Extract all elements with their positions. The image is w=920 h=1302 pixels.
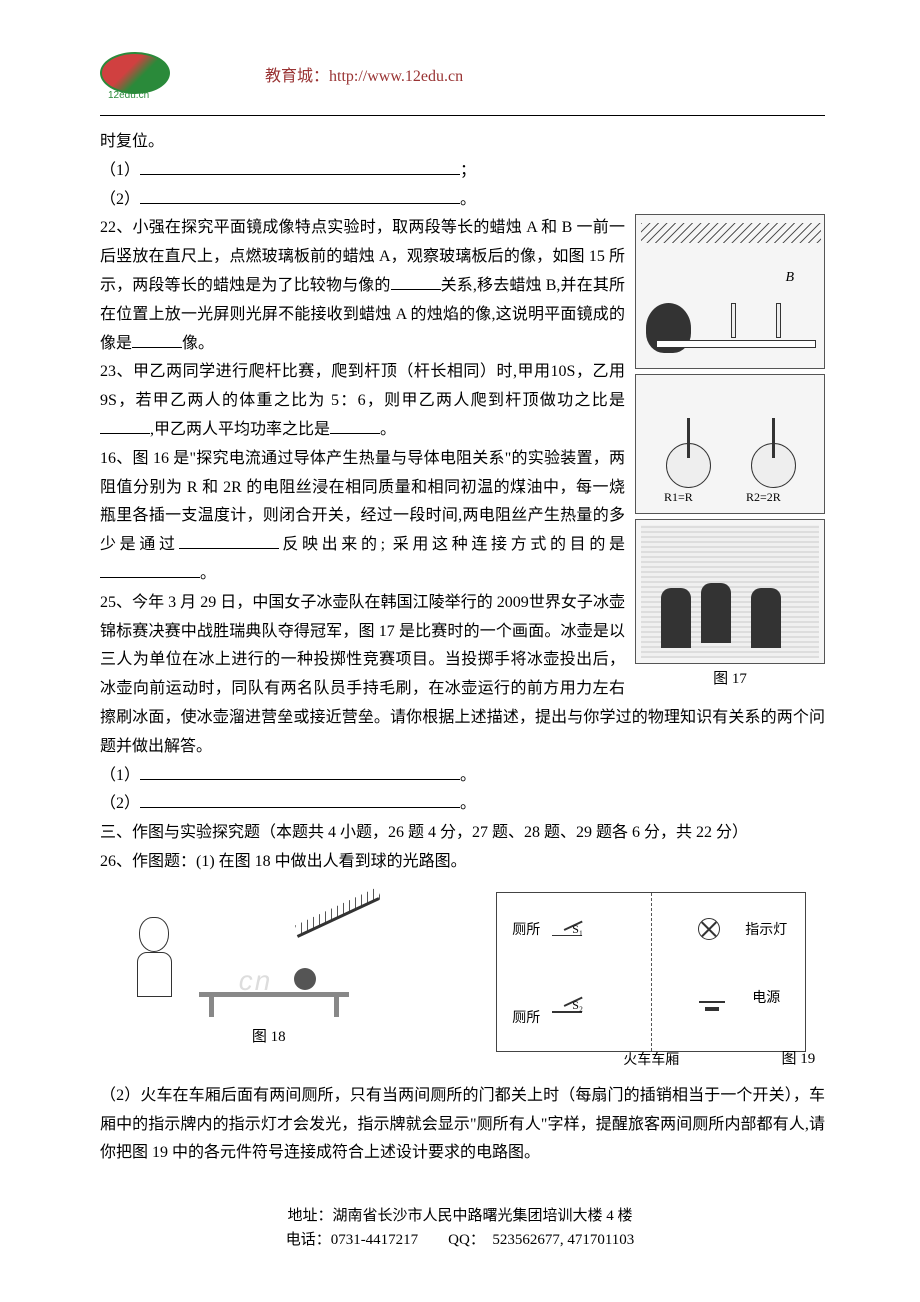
q16-blank1 <box>179 533 279 549</box>
figure-18-container: cn 图 18 <box>119 892 419 1051</box>
q23-blank1 <box>100 418 150 434</box>
figure-19-container: 厕所 S₁ 厕所 S₂ 指示灯 电源 火车车厢 <box>496 892 806 1052</box>
figure-16: R1=R R2=2R <box>635 374 825 514</box>
link-url: http://www.12edu.cn <box>329 68 463 85</box>
link-prefix: 教育城： <box>265 68 329 85</box>
blank-row-1: （1） ； <box>100 157 825 186</box>
footer-address: 地址：湖南省长沙市人民中路曙光集团培训大楼 4 楼 <box>0 1204 920 1228</box>
q22-blank2 <box>132 332 182 348</box>
fig18-watermark: cn <box>239 956 273 1006</box>
header-link[interactable]: 教育城：http://www.12edu.cn <box>265 63 463 92</box>
q22-blank1 <box>391 274 441 290</box>
fig18-caption: 图 18 <box>119 1024 419 1051</box>
figure-15: B <box>635 214 825 369</box>
fig19-battery-symbol <box>699 1001 725 1011</box>
figure-stack-right: B R1=R R2=2R 图 17 <box>635 214 825 693</box>
q25-blank1-label: （1） <box>100 767 140 784</box>
figure-19: 厕所 S₁ 厕所 S₂ 指示灯 电源 火车车厢 <box>496 892 806 1052</box>
section3-heading: 三、作图与实验探究题（本题共 4 小题，26 题 4 分，27 题、28 题、2… <box>100 819 825 848</box>
fig19-toilet1: 厕所 <box>512 918 540 943</box>
q25-blank-row-1: （1） 。 <box>100 762 825 791</box>
figure-18: cn <box>119 892 419 1022</box>
fig19-caption: 图 19 <box>781 1046 815 1073</box>
document-body: 时复位。 （1）； （2）。 B R1=R R2=2R 图 17 22、小强在探… <box>100 128 825 1168</box>
fig19-s1-label: S₁ <box>572 919 583 941</box>
fig16-r1: R1=R <box>664 487 693 509</box>
page-header: 12edu.cn 教育城：http://www.12edu.cn <box>100 50 825 105</box>
logo-text: 12edu.cn <box>108 87 149 105</box>
blank-row-2: （2） 。 <box>100 186 825 215</box>
page-footer: 地址：湖南省长沙市人民中路曙光集团培训大楼 4 楼 电话：0731-441721… <box>0 1204 920 1252</box>
fig19-battery-label: 电源 <box>752 986 780 1011</box>
q23a: 23、甲乙两同学进行爬杆比赛，爬到杆顶（杆长相同）时,甲用10S，乙用 9S，若… <box>100 363 625 409</box>
q23c: 。 <box>380 421 396 438</box>
q16-blank2 <box>100 562 200 578</box>
fig19-switch2: S₂ <box>552 1011 582 1013</box>
fig19-lamp-symbol <box>698 918 720 940</box>
figures-row-18-19: cn 图 18 厕所 S₁ 厕所 S₂ 指示灯 <box>100 892 825 1052</box>
site-logo: 12edu.cn <box>100 50 175 105</box>
q26-text: 26、作图题：(1) 在图 18 中做出人看到球的光路图。 <box>100 848 825 877</box>
q16b: 反映出来的; 采用这种连接方式的目的是 <box>279 536 625 553</box>
fig19-train-label: 火车车厢 <box>623 1048 679 1073</box>
fig16-r2: R2=2R <box>746 487 781 509</box>
fig19-lamp-label: 指示灯 <box>745 918 787 943</box>
q16c: 。 <box>200 565 216 582</box>
fig19-switch1: S₁ <box>552 935 582 937</box>
q25-blank-row-2: （2） 。 <box>100 790 825 819</box>
blank2-suffix: 。 <box>460 191 476 208</box>
q25-blank2-line <box>140 792 460 808</box>
blank1-suffix: ； <box>460 162 476 179</box>
footer-phone: 电话：0731-4417217 QQ： 523562677, 471701103 <box>0 1228 920 1252</box>
figure-17 <box>635 519 825 664</box>
q25-blank1-line <box>140 764 460 780</box>
blank2-line <box>140 188 460 204</box>
q23-blank2 <box>330 418 380 434</box>
q25-blank1-suffix: 。 <box>460 767 476 784</box>
fig19-toilet2: 厕所 <box>512 1006 540 1031</box>
line-intro: 时复位。 <box>100 128 825 157</box>
blank1-label: （1） <box>100 162 140 179</box>
blank2-label: （2） <box>100 191 140 208</box>
q23b: ,甲乙两人平均功率之比是 <box>150 421 330 438</box>
header-divider <box>100 115 825 116</box>
q25-blank2-label: （2） <box>100 795 140 812</box>
fig19-s2-label: S₂ <box>572 995 583 1017</box>
fig17-caption: 图 17 <box>635 666 825 693</box>
q25-blank2-suffix: 。 <box>460 795 476 812</box>
q26-2-text: （2）火车在车厢后面有两间厕所，只有当两间厕所的门都关上时（每扇门的插销相当于一… <box>100 1082 825 1168</box>
q22c: 像。 <box>182 335 214 352</box>
fig15-label-b: B <box>785 265 794 290</box>
blank1-line <box>140 159 460 175</box>
